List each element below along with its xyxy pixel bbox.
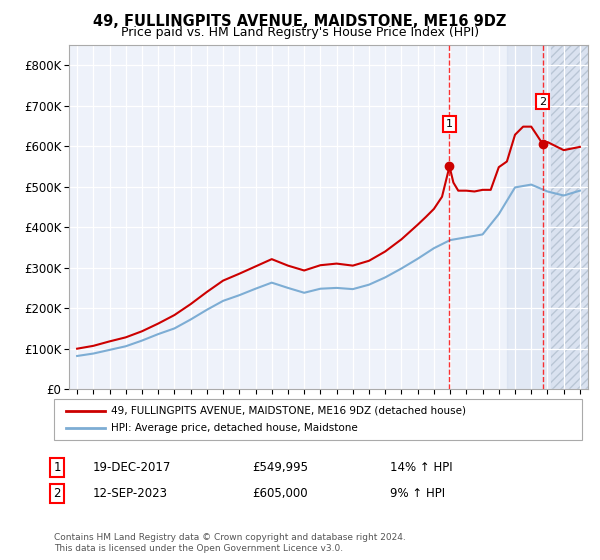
Text: 2: 2 xyxy=(53,487,61,501)
Bar xyxy=(507,45,588,389)
Text: £549,995: £549,995 xyxy=(252,461,308,474)
Bar xyxy=(551,45,588,389)
Text: 2: 2 xyxy=(539,96,547,106)
Text: 14% ↑ HPI: 14% ↑ HPI xyxy=(390,461,452,474)
Text: 1: 1 xyxy=(446,119,453,129)
Text: Price paid vs. HM Land Registry's House Price Index (HPI): Price paid vs. HM Land Registry's House … xyxy=(121,26,479,39)
Text: 19-DEC-2017: 19-DEC-2017 xyxy=(93,461,172,474)
Text: 1: 1 xyxy=(53,461,61,474)
Bar xyxy=(551,45,588,389)
Text: Contains HM Land Registry data © Crown copyright and database right 2024.
This d: Contains HM Land Registry data © Crown c… xyxy=(54,533,406,553)
Text: 49, FULLINGPITS AVENUE, MAIDSTONE, ME16 9DZ: 49, FULLINGPITS AVENUE, MAIDSTONE, ME16 … xyxy=(94,14,506,29)
Text: £605,000: £605,000 xyxy=(252,487,308,501)
Text: HPI: Average price, detached house, Maidstone: HPI: Average price, detached house, Maid… xyxy=(111,423,358,433)
Text: 12-SEP-2023: 12-SEP-2023 xyxy=(93,487,168,501)
Text: 9% ↑ HPI: 9% ↑ HPI xyxy=(390,487,445,501)
Text: 49, FULLINGPITS AVENUE, MAIDSTONE, ME16 9DZ (detached house): 49, FULLINGPITS AVENUE, MAIDSTONE, ME16 … xyxy=(111,405,466,416)
